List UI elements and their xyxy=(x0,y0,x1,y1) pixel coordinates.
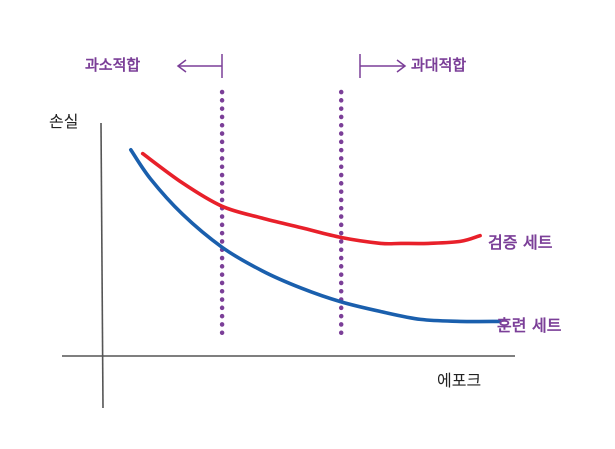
overfitting-label: 과대적합 xyxy=(411,56,466,74)
validation-set-label: 검증 세트 xyxy=(488,233,553,252)
y-axis xyxy=(100,122,104,409)
series-layer xyxy=(129,148,502,324)
region-divider-lines xyxy=(219,89,344,339)
annotations: 과소적합 과대적합 xyxy=(85,54,466,78)
underfitting-label: 과소적합 xyxy=(85,56,140,74)
training-set-label: 훈련 세트 xyxy=(497,316,562,335)
validation-loss-line xyxy=(140,151,482,246)
overfitting-arrow xyxy=(359,54,407,78)
axes xyxy=(62,122,515,409)
underfitting-arrow xyxy=(176,54,223,78)
training-loss-line xyxy=(129,148,502,324)
y-axis-label: 손실 xyxy=(49,112,78,131)
x-axis-label: 에포크 xyxy=(437,371,481,390)
